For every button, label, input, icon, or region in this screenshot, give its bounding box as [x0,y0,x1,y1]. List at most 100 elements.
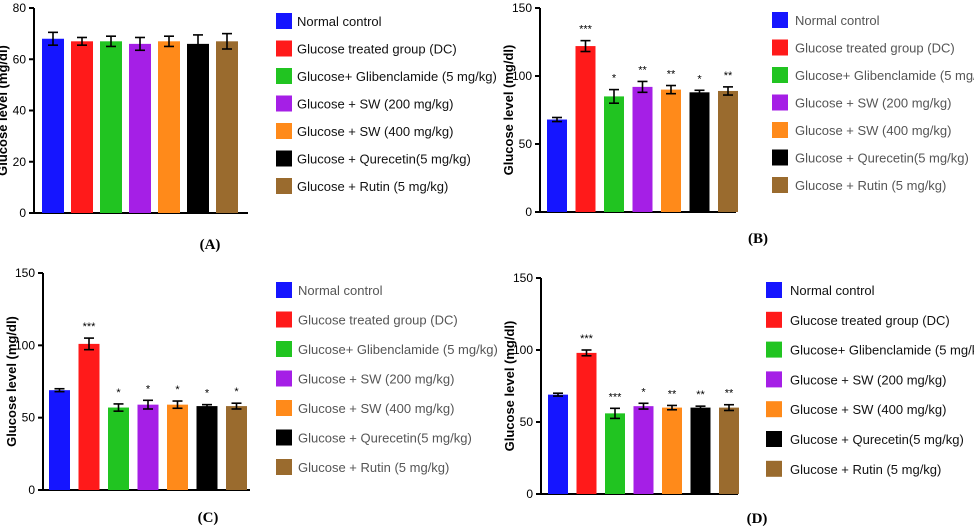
bar [187,43,209,213]
legend-label: Glucose treated group (DC) [297,42,457,57]
legend-swatch [772,122,788,138]
y-tick-label: 100 [512,69,532,83]
chart-panel-1: 0 20 40 60 80 Glucose level (mg/dl) Normal con… [0,1,497,253]
bar [137,404,159,490]
y-tick-label: 20 [13,155,27,169]
legend-label: Glucose treated group (DC) [790,313,950,328]
y-axis-label: Glucose level (mg/dl) [501,45,516,176]
legend-label: Glucose+ Glibenclamide (5 mg/kg) [790,343,974,358]
legend-label: Glucose + SW (400 mg/kg) [795,123,951,138]
y-tick-label: 50 [519,137,533,151]
bar [548,394,568,494]
significance-label: ** [696,389,705,401]
legend-swatch [276,13,292,29]
significance-label: *** [579,24,593,36]
legend-label: Glucose + SW (400 mg/kg) [790,402,946,417]
bar [604,96,624,212]
y-tick-label: 100 [15,338,35,352]
bar [718,90,738,212]
legend-swatch [276,282,292,298]
bar [690,407,711,494]
legend-label: Glucose + SW (200 mg/kg) [298,372,454,387]
significance-label: * [175,384,180,396]
significance-label: ** [668,388,677,400]
significance-label: ** [667,69,676,81]
legend-label: Normal control [297,14,382,29]
y-tick-label: 0 [28,483,35,497]
legend-swatch [276,429,292,446]
legend-label: Glucose + SW (400 mg/kg) [298,401,454,416]
y-tick-label: 100 [513,343,533,357]
legend-label: Glucose + Qurecetin(5 mg/kg) [298,431,472,446]
y-tick-label: 60 [13,52,27,66]
legend-label: Glucose + Rutin (5 mg/kg) [298,460,449,475]
legend-swatch [766,401,782,418]
significance-label: ** [725,388,734,400]
legend-swatch [276,341,292,357]
legend-swatch [772,39,788,56]
significance-label: * [146,383,151,395]
y-tick-label: 50 [22,411,36,425]
legend-label: Glucose+ Glibenclamide (5 mg/kg) [298,342,498,357]
bar [100,41,122,213]
y-axis-label: Glucose level (mg/dl) [4,316,19,447]
legend-swatch [276,150,292,167]
legend-swatch [276,95,292,112]
legend-label: Normal control [790,283,875,298]
legend-swatch [766,371,782,388]
significance-label: * [612,73,617,85]
y-tick-label: 0 [526,487,533,501]
legend-swatch [766,460,782,477]
y-tick-label: 150 [15,266,35,280]
bar [632,86,653,212]
legend-label: Glucose + SW (200 mg/kg) [790,372,946,387]
legend: Normal control Glucose treated group (DC)… [772,12,974,193]
legend-label: Glucose+ Glibenclamide (5 mg/kg) [297,69,497,84]
significance-label: * [205,388,210,400]
legend-label: Normal control [795,13,880,28]
legend-swatch [276,178,292,194]
y-tick-label: 80 [13,1,27,15]
bar [575,46,596,212]
legend-label: Glucose + Rutin (5 mg/kg) [790,462,941,477]
legend-swatch [276,40,292,57]
significance-label: ** [638,64,647,76]
y-tick-label: 150 [513,271,533,285]
legend-label: Glucose + Qurecetin(5 mg/kg) [795,151,969,166]
legend-label: Glucose + SW (400 mg/kg) [297,124,453,139]
bar [167,404,188,490]
legend-swatch [766,282,782,298]
y-tick-label: 150 [512,1,532,15]
legend-label: Glucose + Qurecetin(5 mg/kg) [297,152,471,167]
legend: Normal control Glucose treated group (DC)… [766,282,974,477]
panel-label: (D) [747,511,768,527]
bar [605,413,625,494]
y-axis-label: Glucose level (mg/dl) [502,321,517,452]
y-tick-label: 50 [520,415,534,429]
bar [196,406,218,490]
legend-label: Glucose treated group (DC) [298,313,458,328]
legend-swatch [772,12,788,28]
legend-swatch [772,177,788,193]
significance-label: * [234,386,239,398]
legend: Normal control Glucose treated group (DC)… [276,282,498,475]
bar [49,390,70,490]
significance-label: ** [724,70,733,82]
legend-swatch [276,68,292,84]
bar [689,92,710,212]
y-axis-label: Glucose level (mg/dl) [0,45,10,176]
panel-label: (B) [748,231,768,247]
legend-swatch [766,431,782,447]
legend-label: Glucose + SW (200 mg/kg) [795,96,951,111]
bar [662,407,682,494]
legend-label: Glucose + Qurecetin(5 mg/kg) [790,432,964,447]
legend-label: Normal control [298,283,383,298]
legend-swatch [772,94,788,111]
y-tick-label: 40 [13,104,27,118]
legend-swatch [766,311,782,328]
panel-label: (A) [200,237,221,253]
